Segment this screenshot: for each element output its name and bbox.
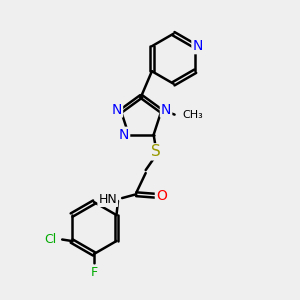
Text: Cl: Cl — [45, 233, 57, 246]
Text: N: N — [192, 39, 203, 53]
Text: N: N — [119, 128, 129, 142]
Text: N: N — [161, 103, 171, 117]
Text: F: F — [91, 266, 98, 279]
Text: S: S — [151, 144, 161, 159]
Text: N: N — [112, 103, 122, 117]
Text: HN: HN — [98, 193, 117, 206]
Text: O: O — [156, 189, 167, 203]
Text: CH₃: CH₃ — [182, 110, 203, 120]
